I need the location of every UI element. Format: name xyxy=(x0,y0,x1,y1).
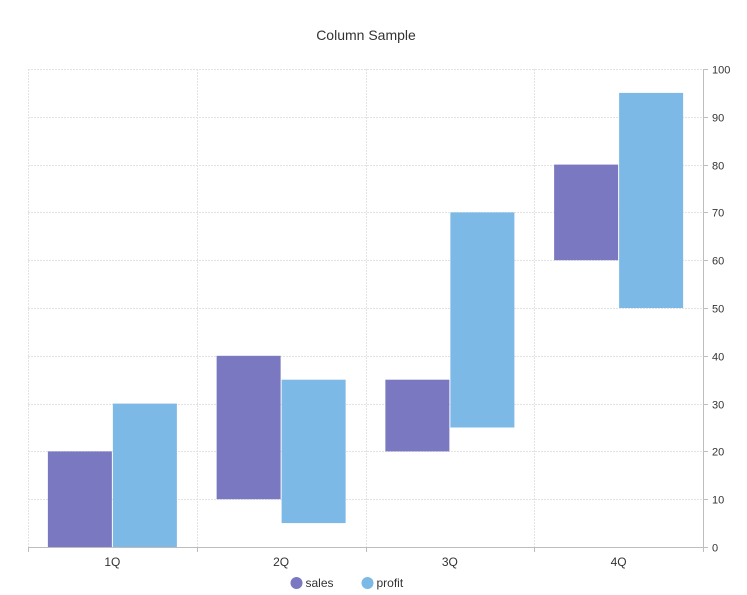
x-tick-label-3Q: 3Q xyxy=(442,555,458,569)
chart-title: Column Sample xyxy=(316,27,416,43)
bar-profit-2Q[interactable] xyxy=(281,379,346,524)
y-tick-label: 30 xyxy=(712,400,724,412)
bar-sales-3Q[interactable] xyxy=(385,379,450,452)
bars xyxy=(47,92,684,547)
axes: 1Q 2Q 3Q 4Q 0 10 20 30 40 50 60 70 80 90 100 xyxy=(28,65,730,569)
y-tick-label: 100 xyxy=(712,65,730,77)
y-tick-label: 70 xyxy=(712,208,724,220)
y-tick-label: 60 xyxy=(712,256,724,268)
bar-profit-4Q[interactable] xyxy=(619,92,684,309)
legend-marker-sales xyxy=(290,577,303,589)
y-tick-label: 0 xyxy=(712,543,718,555)
legend-item-sales[interactable]: sales xyxy=(290,576,334,590)
legend-label-profit: profit xyxy=(377,576,404,590)
bar-profit-1Q[interactable] xyxy=(112,403,177,547)
y-tick-label: 20 xyxy=(712,447,724,459)
x-tick-label-4Q: 4Q xyxy=(611,555,627,569)
bar-sales-2Q[interactable] xyxy=(216,355,281,500)
x-tick-label-2Q: 2Q xyxy=(273,555,289,569)
y-tick-label: 10 xyxy=(712,495,724,507)
y-tick-label: 40 xyxy=(712,352,724,364)
legend[interactable]: sales profit xyxy=(290,576,404,590)
x-tick-label-1Q: 1Q xyxy=(104,555,120,569)
y-tick-label: 90 xyxy=(712,113,724,125)
legend-marker-profit xyxy=(361,577,374,589)
legend-item-profit[interactable]: profit xyxy=(361,576,404,590)
bar-sales-4Q[interactable] xyxy=(554,164,619,261)
bar-profit-3Q[interactable] xyxy=(450,212,515,428)
bar-sales-1Q[interactable] xyxy=(47,451,112,547)
y-tick-label: 80 xyxy=(712,161,724,173)
y-tick-label: 50 xyxy=(712,304,724,316)
legend-label-sales: sales xyxy=(306,576,334,590)
